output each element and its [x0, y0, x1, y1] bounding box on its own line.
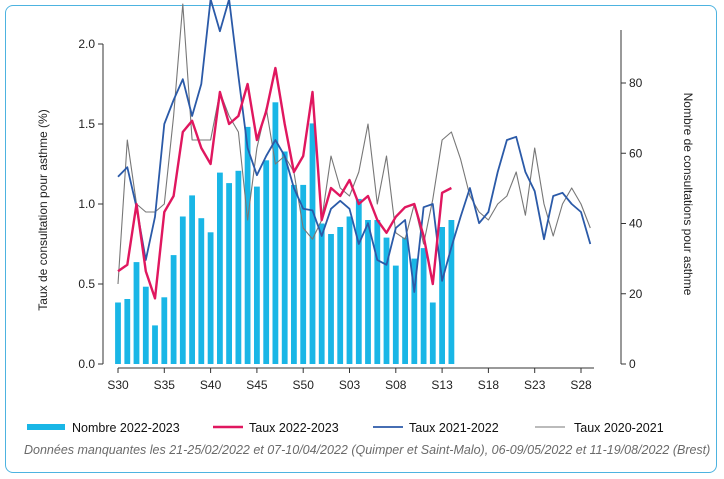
bar [300, 184, 307, 364]
x-tick-label: S03 [339, 378, 361, 392]
bar [365, 220, 371, 364]
bar [170, 255, 177, 364]
y-axis-right-label: Nombre de consultations pour asthme [681, 93, 695, 296]
bars-group [115, 102, 455, 365]
legend-taux-2020-2021-label: Taux 2020-2021 [574, 421, 664, 435]
legend-taux-2022-2023-label: Taux 2022-2023 [249, 421, 339, 435]
bar [420, 248, 427, 364]
bar [189, 195, 195, 364]
bar [328, 234, 334, 364]
legend-nombre-2022-2023-label: Nombre 2022-2023 [72, 421, 180, 435]
x-tick-label: S35 [154, 378, 176, 392]
bar [244, 126, 251, 365]
y-right-tick-label: 40 [629, 217, 643, 231]
bar [124, 299, 131, 364]
bar [355, 198, 362, 364]
bar [115, 302, 121, 364]
y-right-tick-label: 80 [629, 76, 643, 90]
y-right-tick-label: 0 [629, 357, 636, 371]
bar [281, 151, 288, 364]
x-tick-label: S08 [385, 378, 407, 392]
bar [217, 172, 223, 364]
bar [318, 223, 325, 364]
bar [402, 237, 408, 364]
x-tick-label: S23 [524, 378, 546, 392]
bar [179, 216, 186, 364]
x-tick-label: S18 [478, 378, 500, 392]
x-tick-label: S40 [200, 378, 222, 392]
bar [207, 232, 214, 364]
bar [226, 183, 232, 364]
legend: Nombre 2022-2023 Taux 2022-2023 Taux 2021-… [27, 421, 664, 435]
bar [291, 184, 297, 364]
bar [439, 227, 445, 364]
bar [198, 218, 205, 364]
axes-group: 0.0 0.5 1.0 1.5 2.0 0 20 40 60 80 S30 S35 S40 S45 S50 S… [78, 30, 643, 392]
y-left-tick-label: 0.0 [78, 357, 95, 371]
bar [392, 265, 399, 364]
bar [272, 102, 279, 365]
bar [254, 186, 260, 364]
bar [374, 220, 381, 364]
bar [309, 123, 316, 365]
bar [383, 237, 390, 364]
bar [133, 262, 140, 364]
y-left-tick-label: 1.0 [78, 197, 95, 211]
bar [235, 170, 242, 364]
bar [161, 297, 168, 364]
bar [448, 220, 455, 364]
y-left-tick-label: 1.5 [78, 117, 95, 131]
y-left-tick-label: 0.5 [78, 277, 95, 291]
x-tick-label: S30 [107, 378, 129, 392]
lines-group [117, 0, 592, 300]
y-axis-left-label: Taux de consultation pour asthme (%) [36, 109, 50, 310]
x-tick-label: S45 [246, 378, 268, 392]
y-right-tick-label: 20 [629, 287, 643, 301]
x-tick-label: S13 [431, 378, 453, 392]
bar [411, 258, 418, 364]
legend-nombre-2022-2023-swatch [27, 424, 65, 430]
y-left-tick-label: 2.0 [78, 37, 95, 51]
bar [429, 302, 436, 364]
legend-taux-2021-2022-label: Taux 2021-2022 [409, 421, 499, 435]
bar [142, 286, 149, 364]
bar [346, 216, 353, 364]
x-tick-label: S28 [570, 378, 592, 392]
x-tick-label: S50 [293, 378, 315, 392]
line-taux-2022-2023 [117, 66, 452, 300]
y-right-tick-label: 60 [629, 146, 643, 160]
line-taux-2020-2021 [117, 3, 591, 285]
bar [263, 160, 270, 364]
line-taux-2021-2022 [117, 0, 592, 293]
bar [337, 227, 344, 364]
bar [152, 325, 158, 364]
missing-data-note: Données manquantes les 21-25/02/2022 et … [24, 443, 711, 457]
